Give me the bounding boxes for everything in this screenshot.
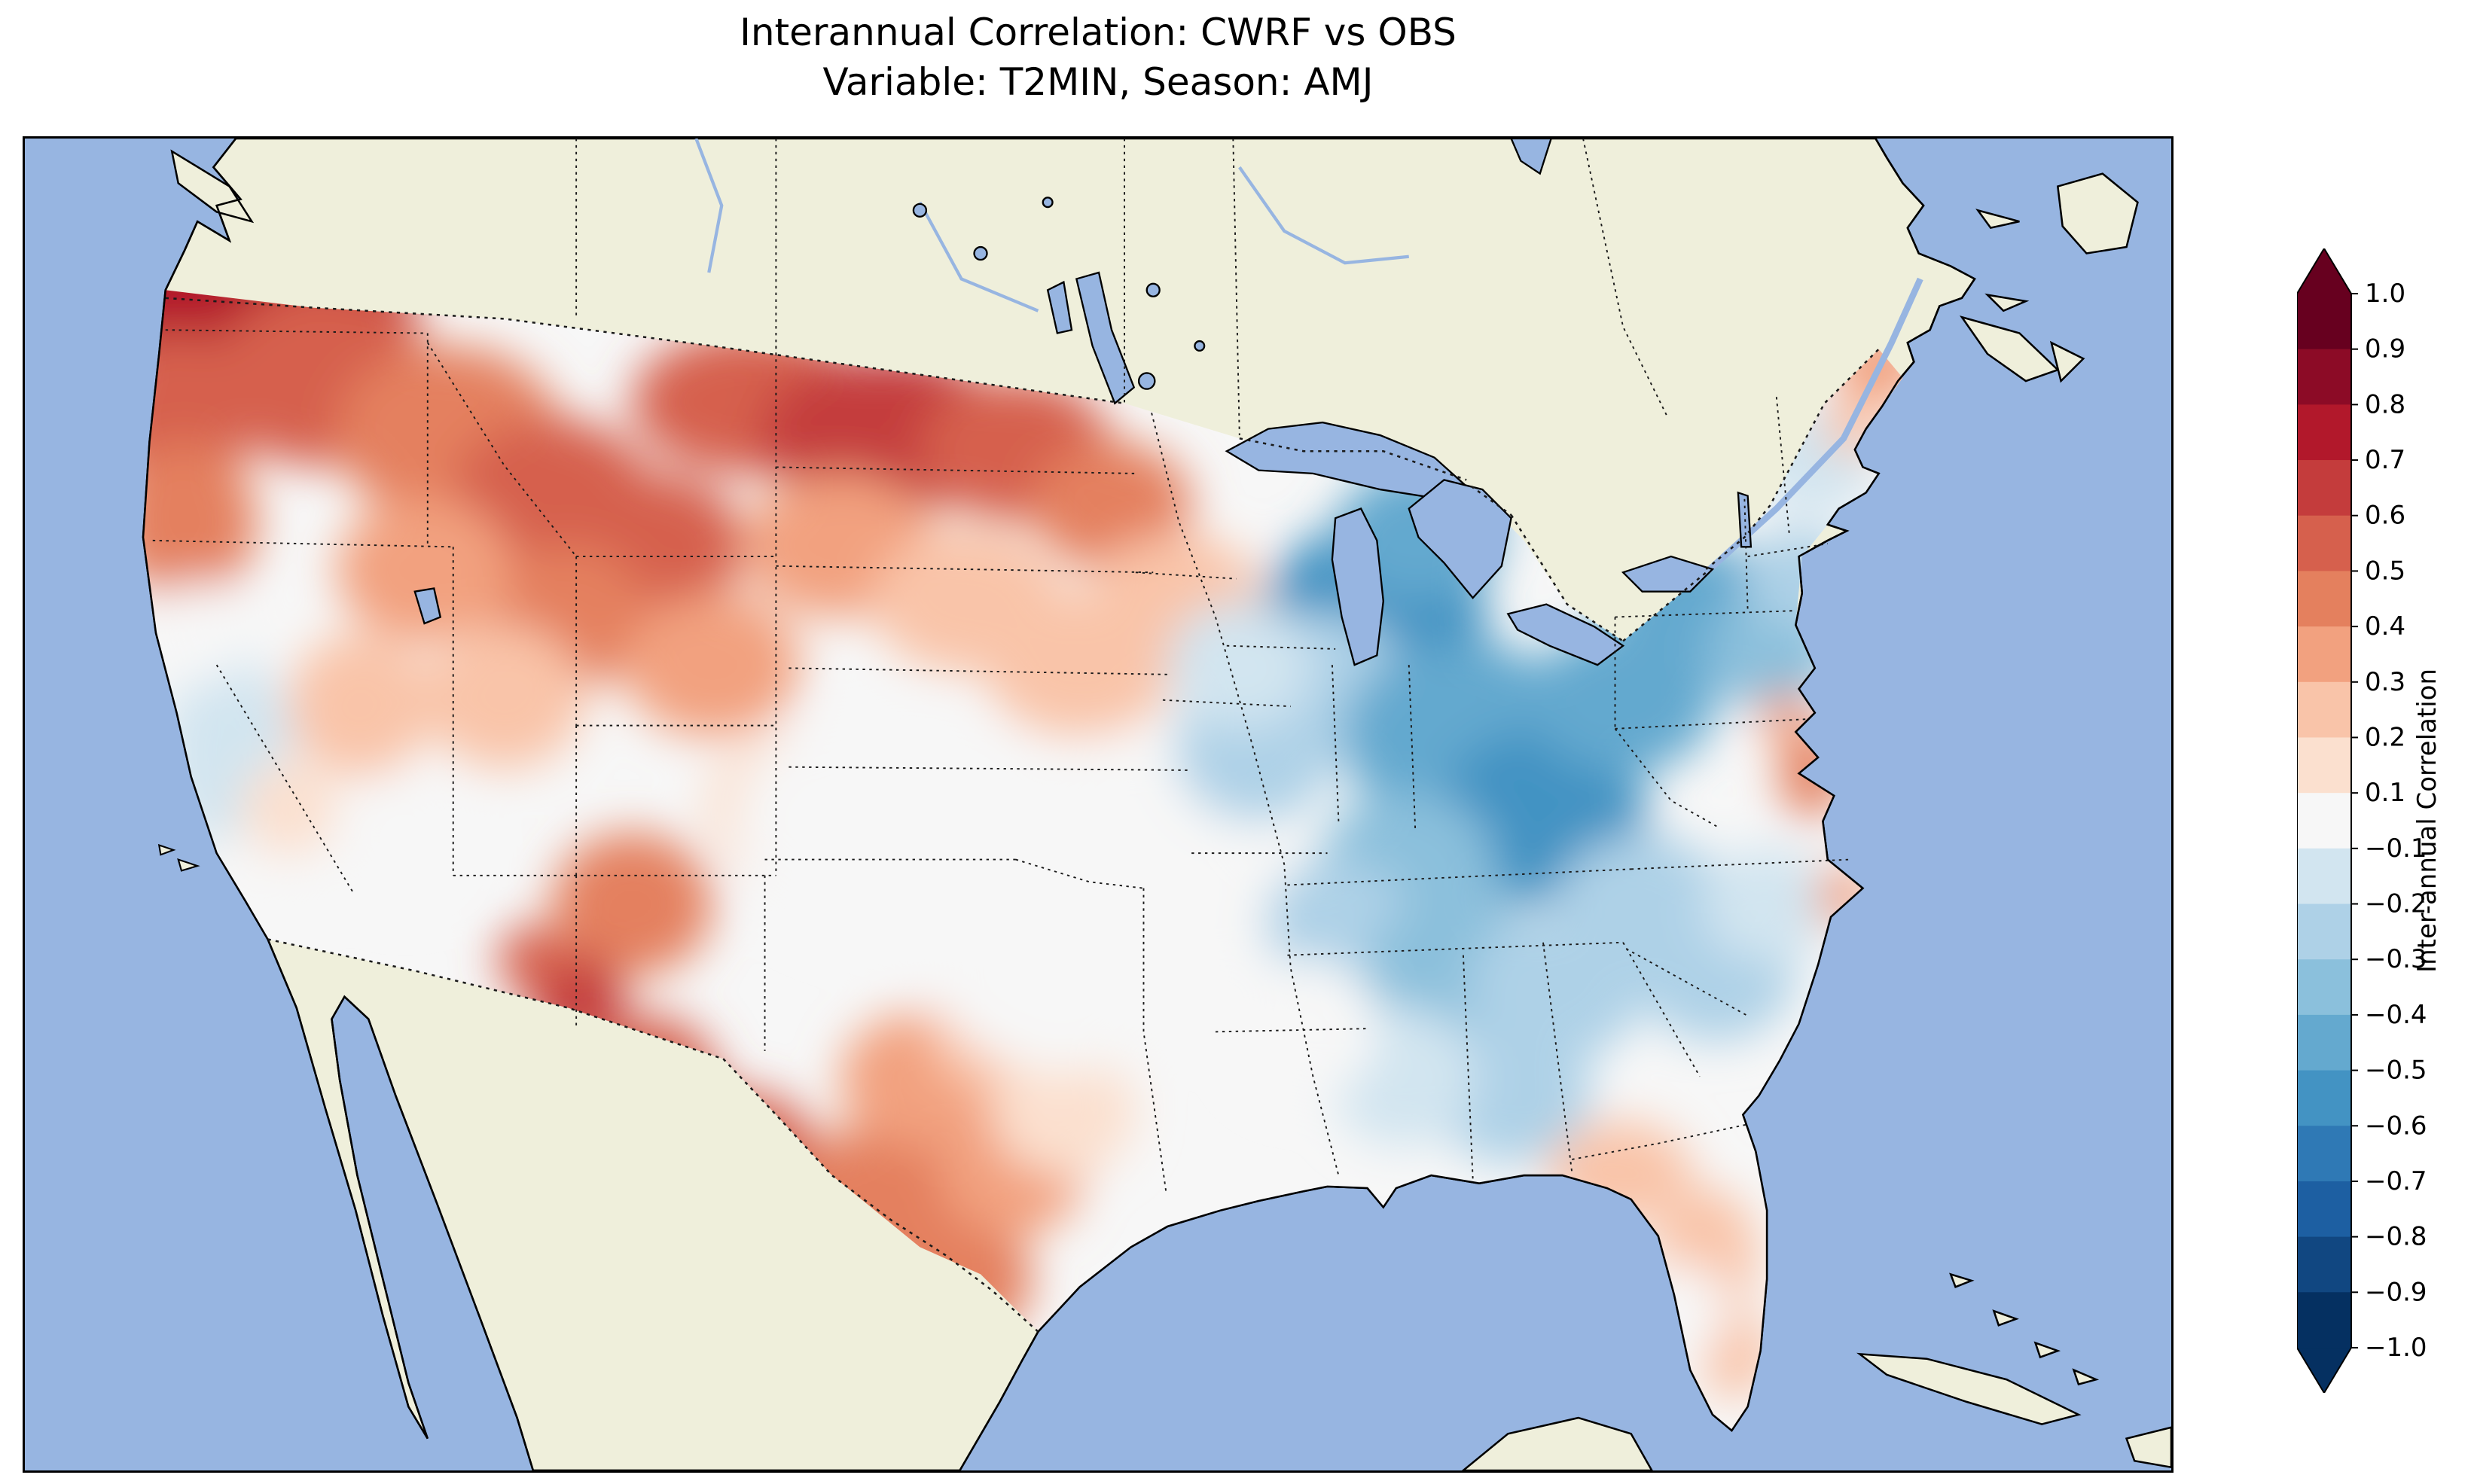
colorbar-segment: [2297, 571, 2351, 626]
colorbar-segment: [2297, 1237, 2351, 1293]
correlation-blob: [498, 925, 568, 995]
colorbar-segment: [2297, 682, 2351, 738]
colorbar-tick-label: 0.3: [2365, 667, 2405, 697]
colorbar-segment: [2297, 349, 2351, 405]
correlation-blob: [240, 760, 336, 856]
colorbar-segment: [2297, 1181, 2351, 1237]
lake-of-the-woods: [1139, 373, 1155, 389]
correlation-blob: [624, 593, 800, 737]
small-lake-5: [1194, 341, 1204, 351]
map-panel: [23, 136, 2174, 1473]
correlation-blob: [288, 633, 432, 777]
small-lake-2: [975, 247, 987, 260]
colorbar-tick-label: 0.8: [2365, 389, 2405, 419]
colorbar-segment: [2297, 959, 2351, 1015]
colorbar-tick-label: 0.5: [2365, 556, 2405, 586]
correlation-blob: [341, 776, 469, 904]
small-lake-4: [1147, 284, 1160, 297]
colorbar-segment: [2297, 516, 2351, 571]
colorbar-segment: [2297, 737, 2351, 793]
colorbar-segment: [2297, 1292, 2351, 1348]
colorbar-axis-label: Inter-annual Correlation: [2410, 248, 2445, 1393]
colorbar-tick-label: 0.6: [2365, 501, 2405, 531]
colorbar-segment: [2297, 793, 2351, 849]
figure-page: Interannual Correlation: CWRF vs OBS Var…: [0, 0, 2474, 1484]
correlation-blob: [1167, 601, 1311, 728]
chart-subtitle: Variable: T2MIN, Season: AMJ: [23, 57, 2174, 107]
colorbar-arrow-top: [2297, 248, 2351, 294]
colorbar-arrow-bottom: [2297, 1348, 2351, 1393]
chart-title-block: Interannual Correlation: CWRF vs OBS Var…: [23, 8, 2174, 107]
colorbar-tick-label: 0.1: [2365, 778, 2405, 808]
colorbar-segment: [2297, 404, 2351, 460]
chart-title: Interannual Correlation: CWRF vs OBS: [23, 8, 2174, 57]
colorbar-tick-label: 0.9: [2365, 334, 2405, 364]
colorbar-segment: [2297, 904, 2351, 960]
colorbar-tick-label: 0.7: [2365, 445, 2405, 475]
correlation-blob: [425, 625, 584, 769]
correlation-blob: [1703, 847, 1831, 962]
colorbar-segment: [2297, 849, 2351, 904]
colorbar-tick-label: 0.2: [2365, 722, 2405, 752]
colorbar-axis-label-text: Inter-annual Correlation: [2412, 669, 2442, 973]
map-canvas: [25, 139, 2171, 1470]
colorbar-segment: [2297, 626, 2351, 682]
small-lake-3: [1043, 197, 1053, 207]
colorbar-segment: [2297, 1126, 2351, 1181]
colorbar-tick-label: 1.0: [2365, 279, 2405, 309]
colorbar-segment: [2297, 1071, 2351, 1126]
colorbar-segment: [2297, 460, 2351, 516]
colorbar-segment: [2297, 1015, 2351, 1071]
colorbar-tick-label: 0.4: [2365, 611, 2405, 641]
small-lake-1: [914, 204, 926, 217]
colorbar-segment: [2297, 294, 2351, 349]
colorbar-segments: [2297, 294, 2351, 1348]
